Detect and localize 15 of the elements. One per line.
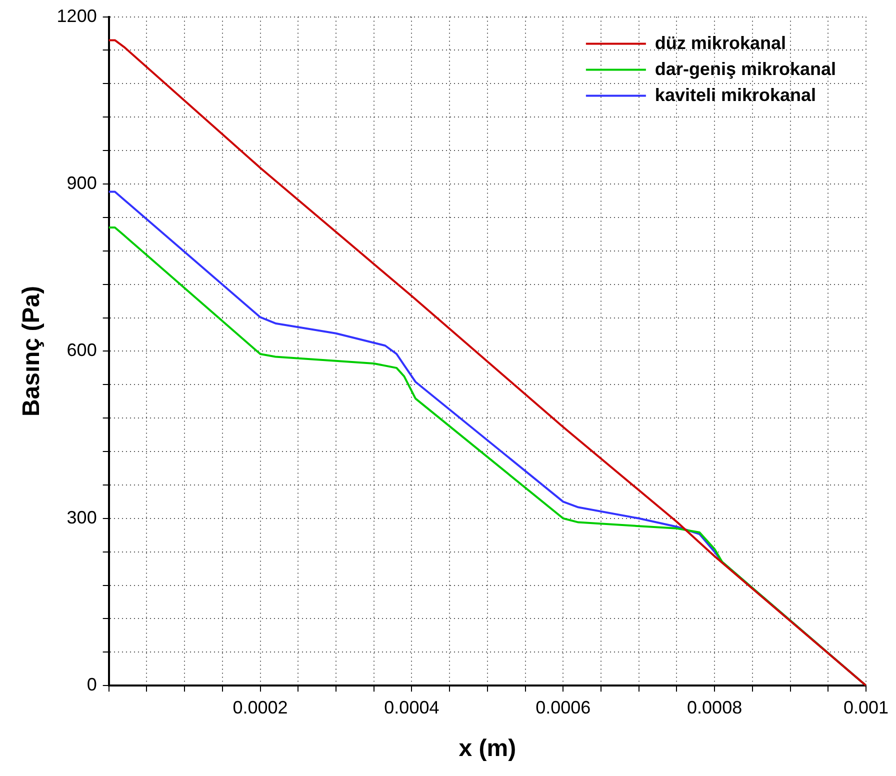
y-axis-title: Basınç (Pa): [18, 286, 46, 417]
y-tick-label: 900: [66, 172, 97, 193]
x-axis-title: x (m): [458, 735, 516, 762]
y-tick-label: 600: [66, 340, 97, 360]
legend-label: düz mikrokanal: [654, 32, 786, 53]
legend-label: kaviteli mikrokanal: [654, 84, 816, 105]
y-tick-label: 300: [66, 507, 97, 528]
x-tick-label: 0.001: [843, 697, 889, 718]
x-tick-label: 0.0004: [384, 697, 440, 718]
x-tick-label: 0.0006: [536, 697, 591, 718]
legend-label: dar-geniş mikrokanal: [654, 58, 836, 79]
x-tick-label: 0.0002: [232, 697, 288, 718]
y-tick-label: 0: [86, 674, 97, 695]
y-tick-label: 1200: [56, 6, 97, 26]
x-tick-label: 0.0008: [687, 697, 742, 718]
